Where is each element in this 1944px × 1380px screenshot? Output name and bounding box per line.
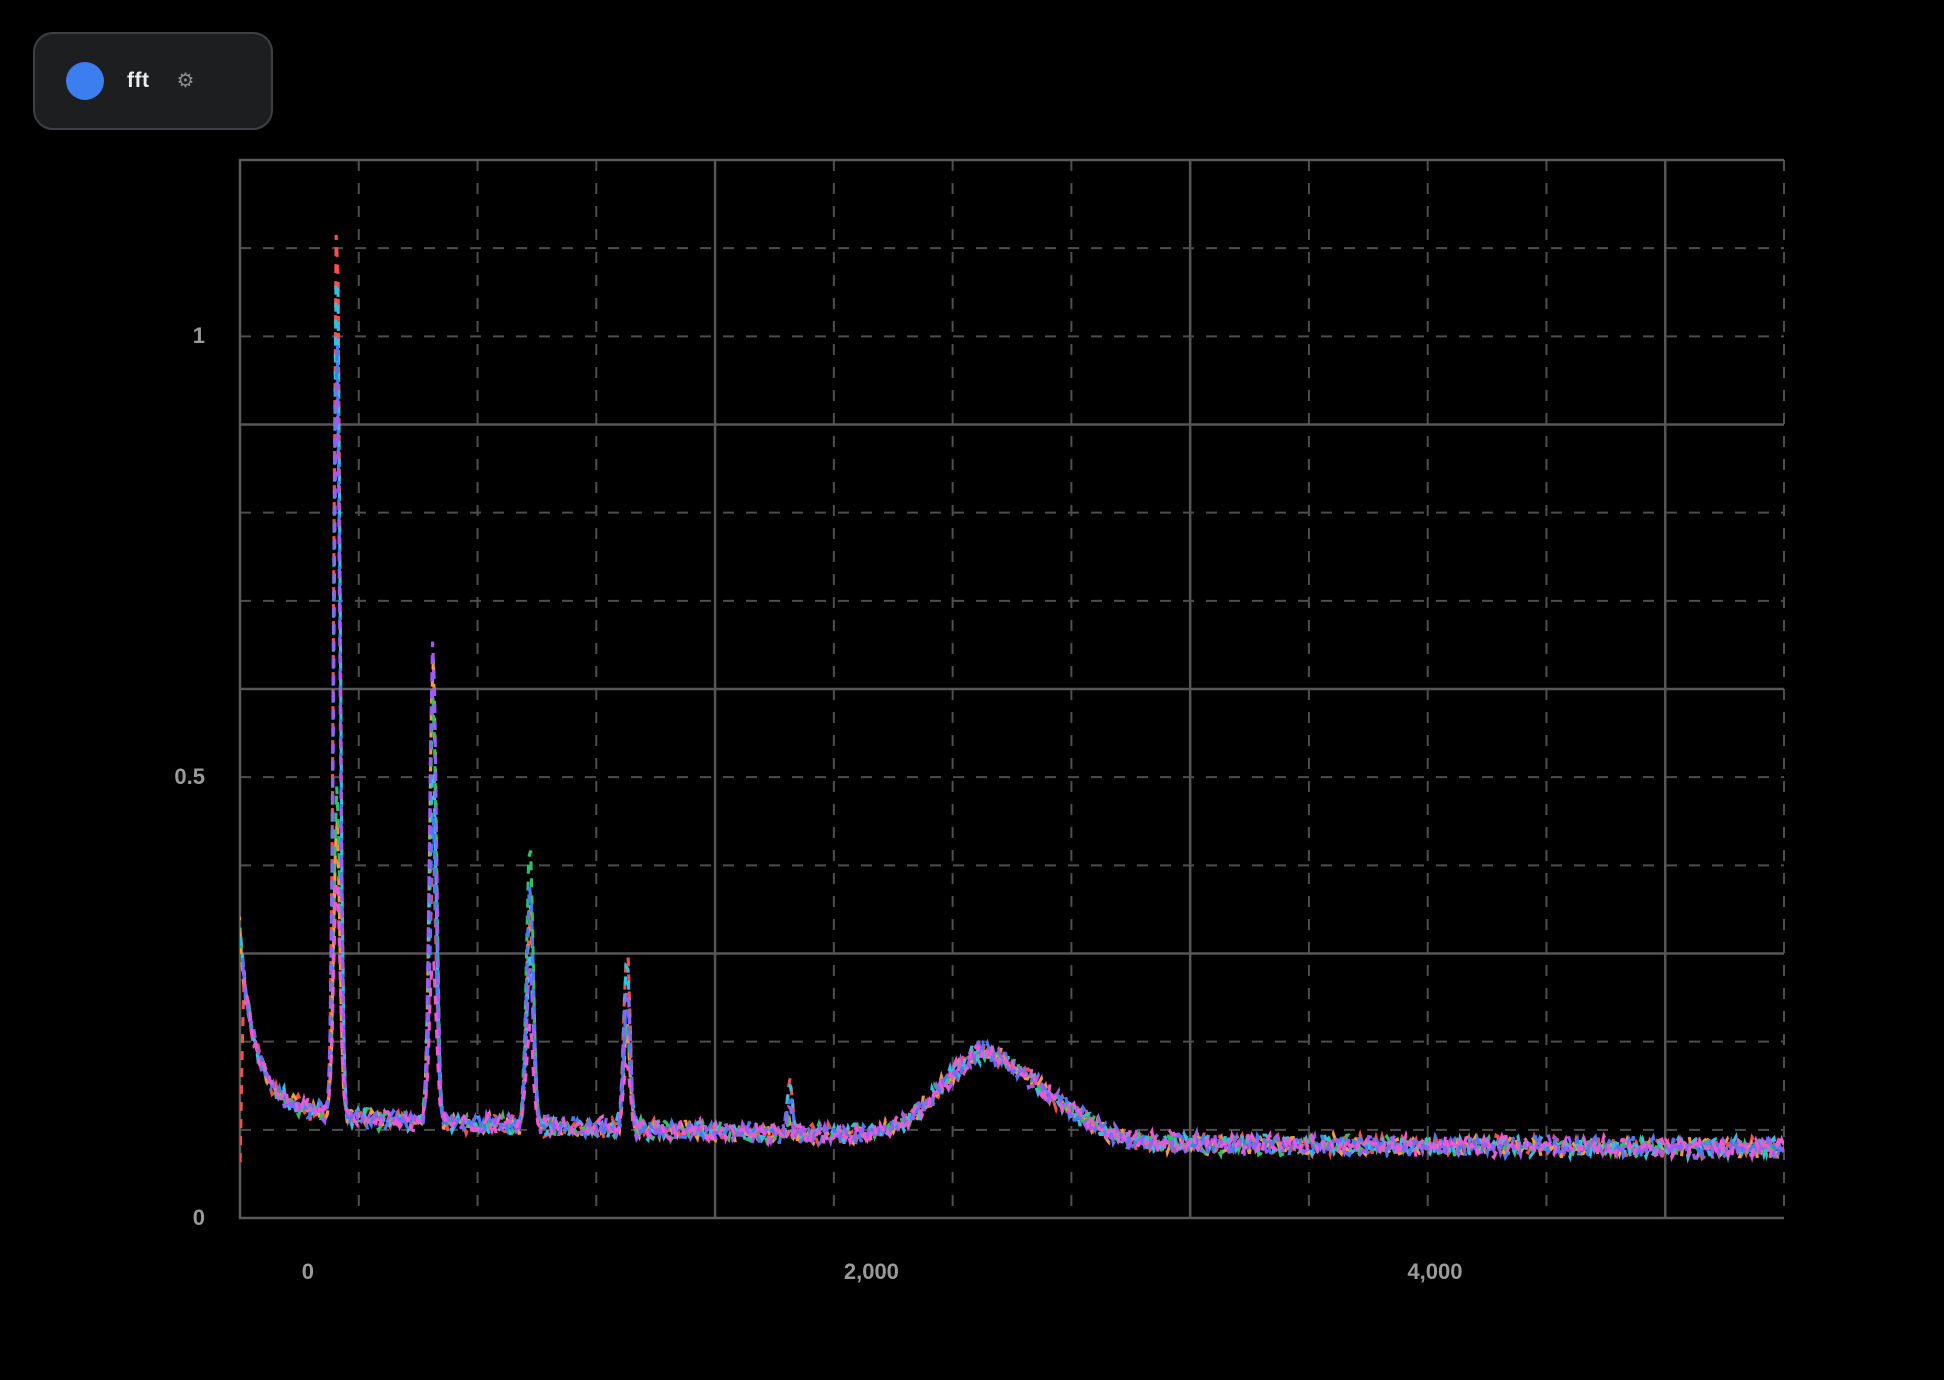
gridlines	[240, 160, 1785, 1218]
fft-trace-3	[240, 689, 1784, 1162]
x-tick-label: 2,000	[843, 1259, 899, 1284]
y-tick-label: 0.5	[174, 764, 205, 790]
fft-trace-7	[242, 878, 1784, 1163]
legend-card[interactable]: fft ⚙	[33, 32, 273, 130]
x-tick-label: 0	[301, 1259, 315, 1284]
fft-traces	[240, 234, 1784, 1167]
fft-trace-6	[241, 380, 1784, 1161]
x-tick-label: 4,000	[1407, 1259, 1463, 1284]
gear-icon[interactable]: ⚙	[176, 70, 195, 92]
series-color-marker[interactable]	[66, 62, 104, 100]
y-tick-label: 1	[192, 323, 205, 349]
plot-border	[238, 158, 1784, 1220]
series-label: fft	[127, 69, 150, 92]
fft-trace-5	[240, 344, 1784, 1162]
fft-trace-1	[240, 234, 1782, 1167]
y-tick-label: 0	[192, 1205, 205, 1230]
fft-trace-2	[240, 659, 1783, 1164]
fft-trace-4	[240, 282, 1784, 1164]
